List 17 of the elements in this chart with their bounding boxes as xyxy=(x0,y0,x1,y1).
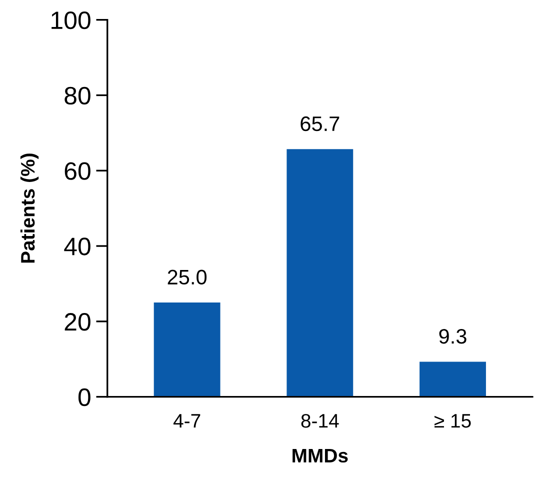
data-label: 9.3 xyxy=(439,328,466,344)
bar xyxy=(420,362,486,397)
y-tick-label: 60 xyxy=(64,162,90,180)
bar xyxy=(286,149,354,397)
data-label: 25.0 xyxy=(168,270,207,285)
y-axis-title: Patients (%) xyxy=(20,154,39,263)
y-tick-label: 80 xyxy=(64,86,90,105)
y-tick-label: 100 xyxy=(52,11,90,30)
y-tick-label: 0 xyxy=(78,388,90,406)
x-tick-label: ≥ 15 xyxy=(434,414,471,428)
data-label: 65.7 xyxy=(300,116,340,132)
y-tick-label: 40 xyxy=(64,238,90,256)
x-tick-label: 4-7 xyxy=(173,414,200,428)
x-axis-title: MMDs xyxy=(292,448,348,463)
y-tick-label: 20 xyxy=(64,313,90,331)
bar xyxy=(154,302,220,397)
x-tick-label: 8-14 xyxy=(301,414,339,428)
